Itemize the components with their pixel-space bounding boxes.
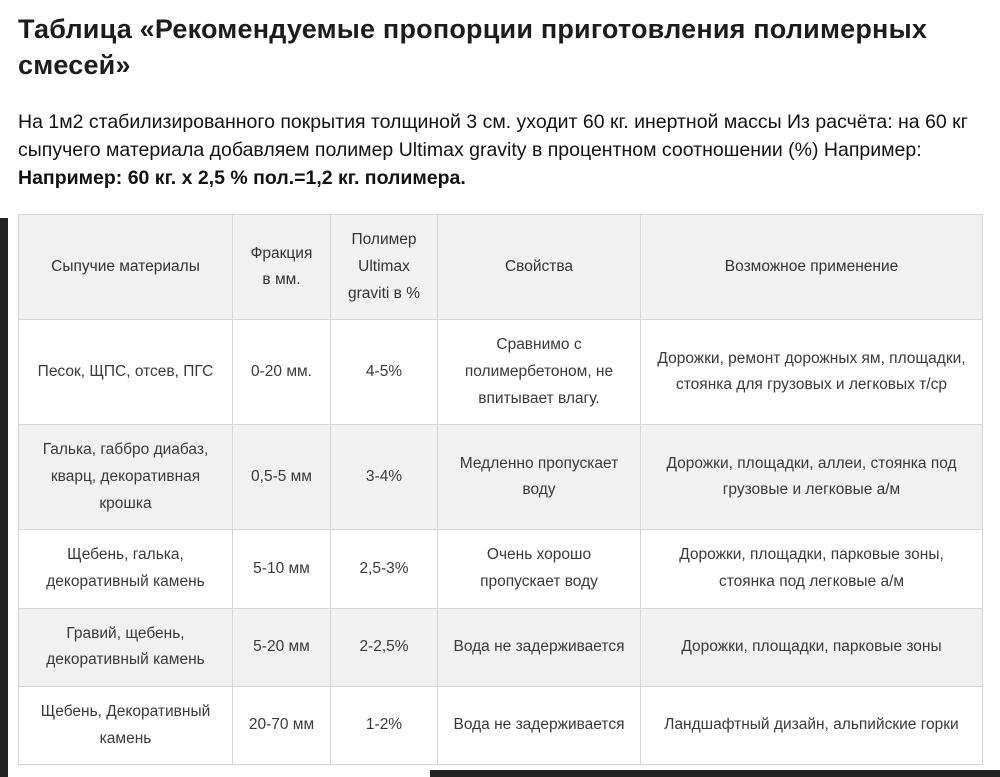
cell-properties: Вода не задерживается [437,607,641,687]
cell-application: Ландшафтный дизайн, альпийские горки [640,685,983,766]
cell-properties: Вода не задерживается [437,685,641,766]
cell-polymer-percent: 4-5% [330,319,438,426]
table-row: Щебень, галька, декоративный камень 5-10… [18,529,983,609]
cell-fraction: 0,5-5 мм [232,424,331,531]
header-fraction: Фракция в мм. [232,214,331,321]
cell-polymer-percent: 2-2,5% [330,607,438,687]
header-application: Возможное применение [640,214,983,321]
cell-material: Щебень, Декоративный камень [18,685,233,766]
cell-fraction: 5-20 мм [232,607,331,687]
intro-text: На 1м2 стабилизированного покрытия толщи… [18,111,968,161]
cell-fraction: 5-10 мм [232,529,331,609]
cell-material: Галька, габбро диабаз, кварц, декоративн… [18,424,233,531]
table-row: Гравий, щебень, декоративный камень 5-20… [18,607,983,687]
cell-polymer-percent: 2,5-3% [330,529,438,609]
table-row: Щебень, Декоративный камень 20-70 мм 1-2… [18,685,983,766]
cell-application: Дорожки, площадки, парковые зоны, стоянк… [640,529,983,609]
header-materials: Сыпучие материалы [18,214,233,321]
page-title: Таблица «Рекомендуемые пропорции пригото… [18,14,928,80]
cell-material: Щебень, галька, декоративный камень [18,529,233,609]
intro-example-bold: Например: 60 кг. х 2,5 % пол.=1,2 кг. по… [18,166,466,189]
cell-material: Песок, ЩПС, отсев, ПГС [18,319,233,426]
cell-polymer-percent: 3-4% [330,424,438,531]
screen-edge-artifact-left [0,218,8,777]
cell-polymer-percent: 1-2% [330,685,438,766]
header-properties: Свойства [437,214,641,321]
cell-properties: Очень хорошо пропускает воду [437,529,641,609]
cell-fraction: 0-20 мм. [232,319,331,426]
cell-material: Гравий, щебень, декоративный камень [18,607,233,687]
table-row: Песок, ЩПС, отсев, ПГС 0-20 мм. 4-5% Сра… [18,319,983,426]
table-row: Галька, габбро диабаз, кварц, декоративн… [18,424,983,531]
cell-application: Дорожки, площадки, аллеи, стоянка под гр… [640,424,983,531]
cell-properties: Сравнимо с полимербетоном, не впитывает … [437,319,641,426]
table-header-row: Сыпучие материалы Фракция в мм. Полимер … [18,214,983,321]
proportions-table: Сыпучие материалы Фракция в мм. Полимер … [18,214,983,766]
cell-application: Дорожки, площадки, парковые зоны [640,607,983,687]
cell-application: Дорожки, ремонт дорожных ям, площадки, с… [640,319,983,426]
screen-edge-artifact-bottom [430,770,1000,777]
header-polymer-percent: Полимер Ultimax graviti в % [330,214,438,321]
cell-fraction: 20-70 мм [232,685,331,766]
cell-properties: Медленно пропускает воду [437,424,641,531]
intro-paragraph: На 1м2 стабилизированного покрытия толщи… [18,109,982,192]
